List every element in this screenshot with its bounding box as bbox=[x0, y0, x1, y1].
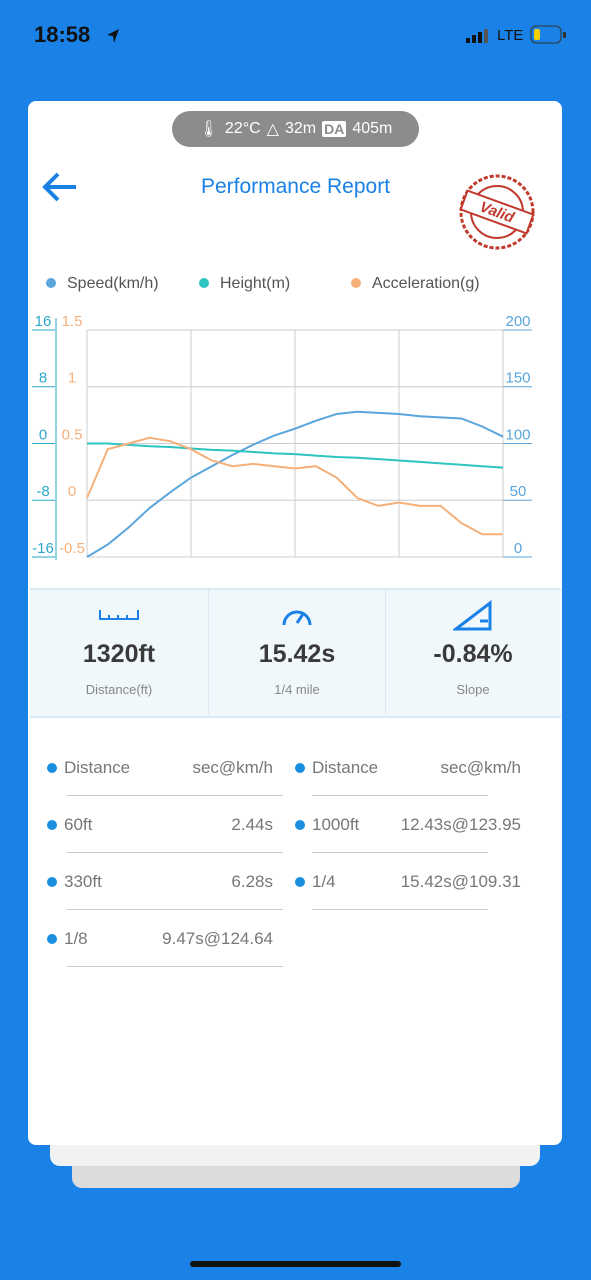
stat-value: -0.84% bbox=[433, 640, 513, 668]
row-label: 330ft bbox=[64, 872, 102, 891]
divider bbox=[208, 590, 209, 714]
y2-tick-label: 50 bbox=[510, 483, 527, 500]
valid-stamp: Valid bbox=[459, 174, 535, 250]
y-tick-label: 16 bbox=[35, 313, 52, 330]
row-rule bbox=[67, 852, 283, 853]
stat-label: Slope bbox=[456, 682, 490, 697]
altitude-icon: △ bbox=[266, 121, 279, 138]
altitude: 32m bbox=[284, 120, 317, 137]
page-title: Performance Report bbox=[200, 175, 391, 198]
bullet bbox=[295, 763, 305, 773]
legend-label: Acceleration(g) bbox=[372, 275, 480, 292]
row-label: 60ft bbox=[64, 815, 93, 834]
y2-tick-label: 100 bbox=[505, 426, 530, 443]
slope-icon bbox=[453, 600, 492, 631]
da-badge: DA bbox=[322, 121, 347, 137]
row-label: Distance bbox=[64, 758, 131, 777]
row-rule bbox=[67, 966, 283, 967]
battery-icon bbox=[530, 25, 566, 44]
divider bbox=[385, 590, 386, 714]
y-tick-label: -8 bbox=[36, 483, 49, 500]
network-label: LTE bbox=[497, 27, 524, 44]
series-line bbox=[87, 442, 504, 469]
row-label: 1000ft bbox=[312, 815, 360, 834]
row-value: 2.44s bbox=[231, 815, 273, 834]
row-rule bbox=[312, 852, 488, 853]
y-tick-label: -16 bbox=[32, 540, 54, 557]
legend-label: Speed(km/h) bbox=[67, 275, 159, 292]
y3-tick-label: 1 bbox=[68, 370, 76, 387]
bullet bbox=[47, 763, 57, 773]
signal-icon bbox=[466, 29, 488, 43]
y3-tick-label: 1.5 bbox=[62, 313, 83, 330]
legend-dot bbox=[199, 278, 209, 288]
row-value: 9.47s@124.64 bbox=[162, 929, 273, 948]
row-rule bbox=[312, 795, 488, 796]
series-line bbox=[86, 436, 503, 536]
gauge-icon bbox=[282, 610, 312, 626]
y3-tick-label: 0 bbox=[68, 483, 76, 500]
row-label: Distance bbox=[312, 758, 379, 777]
stat-label: Distance(ft) bbox=[85, 682, 153, 697]
y2-tick-label: 0 bbox=[514, 540, 522, 557]
status-time: 18:58 bbox=[34, 22, 91, 47]
row-rule bbox=[312, 909, 488, 910]
legend-label: Height(m) bbox=[220, 275, 290, 292]
stat-value: 15.42s bbox=[258, 640, 336, 668]
row-rule bbox=[67, 795, 283, 796]
legend-dot bbox=[46, 278, 56, 288]
stat-label: 1/4 mile bbox=[274, 682, 320, 697]
y2-tick-label: 200 bbox=[505, 313, 530, 330]
series-line bbox=[86, 410, 504, 558]
row-rule bbox=[67, 909, 283, 910]
y3-tick-label: -0.5 bbox=[59, 540, 85, 557]
legend-dot bbox=[351, 278, 361, 288]
bullet bbox=[295, 820, 305, 830]
row-value: 15.42s@109.31 bbox=[400, 872, 521, 891]
y-tick-label: 8 bbox=[39, 370, 47, 387]
row-label: 1/8 bbox=[64, 929, 88, 948]
y3-tick-label: 0.5 bbox=[62, 426, 83, 443]
bullet bbox=[295, 877, 305, 887]
y2-tick-label: 150 bbox=[505, 370, 530, 387]
location-icon bbox=[107, 29, 119, 43]
row-label: 1/4 bbox=[312, 872, 336, 891]
chart: Speed(km/h) Height(m) Acceleration(g) -16 -8… bbox=[32, 275, 532, 560]
stats-band bbox=[30, 588, 561, 718]
density-altitude: 405m bbox=[352, 120, 393, 137]
y-tick-label: 0 bbox=[39, 426, 47, 443]
conditions-pill: 🌡 22°C △ 32m DA 405m bbox=[172, 111, 419, 147]
bullet bbox=[47, 820, 57, 830]
row-value: 6.28s bbox=[231, 872, 273, 891]
row-value: sec@km/h bbox=[192, 758, 273, 777]
row-value: 12.43s@123.95 bbox=[400, 815, 521, 834]
back-button[interactable] bbox=[40, 170, 80, 204]
stat-value: 1320ft bbox=[82, 640, 156, 668]
ruler-icon bbox=[99, 610, 139, 620]
thermometer-icon: 🌡 bbox=[198, 121, 219, 138]
home-indicator bbox=[190, 1261, 401, 1267]
row-value: sec@km/h bbox=[440, 758, 521, 777]
bullet bbox=[47, 934, 57, 944]
temperature: 22°C bbox=[224, 120, 261, 137]
bullet bbox=[47, 877, 57, 887]
